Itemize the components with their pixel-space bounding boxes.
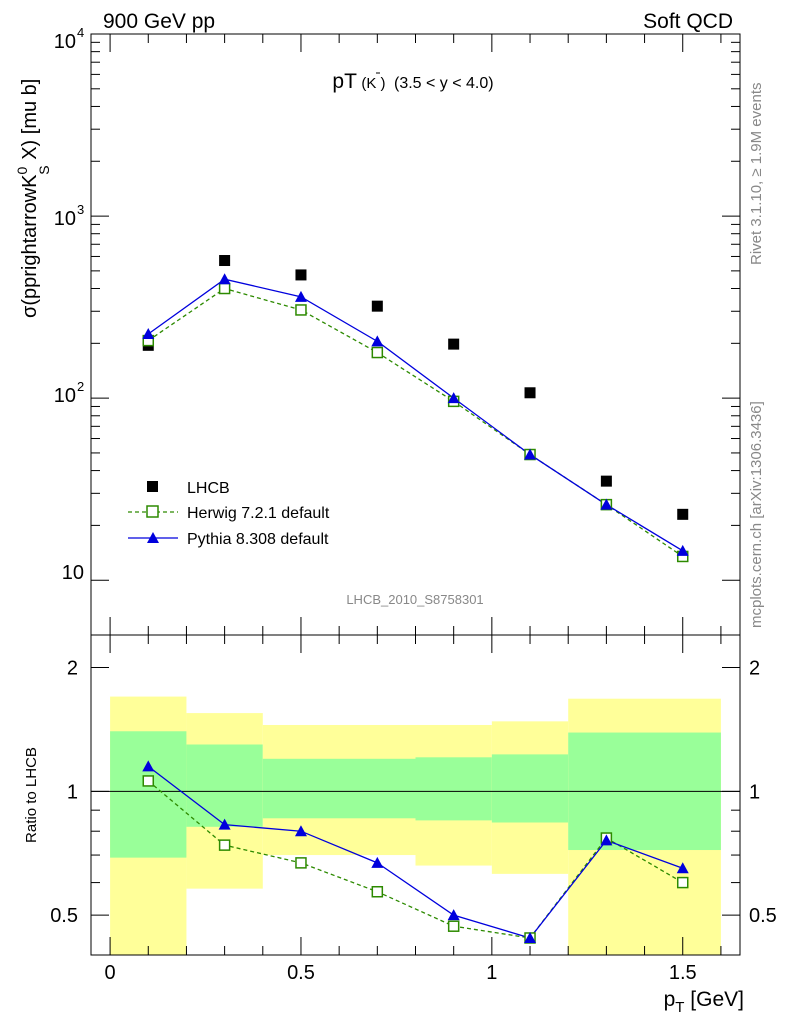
main-point-herwig xyxy=(371,346,384,359)
ratio-point-herwig xyxy=(295,857,307,869)
main-point-lhcb xyxy=(448,338,460,350)
title-main: pT xyxy=(332,70,357,93)
title-range: (3.5 < y < 4.0) xyxy=(394,75,494,92)
main-point-pythia xyxy=(524,448,537,460)
title-particle: (K ) xyxy=(361,75,385,92)
main-line-pythia xyxy=(147,278,684,552)
xtick-label: 1.5 xyxy=(669,962,697,984)
analysis-watermark: LHCB_2010_S8758301 xyxy=(346,592,483,607)
main-point-pythia xyxy=(294,290,307,302)
ytick-exp-10000: 4 xyxy=(77,25,84,40)
ratio-ytick-label-right: 0.5 xyxy=(749,905,777,927)
main-point-lhcb xyxy=(371,300,383,312)
main-point-pythia xyxy=(371,335,384,347)
ratio-ytick-label-left: 2 xyxy=(67,658,78,680)
ytick-base-10000: 10 xyxy=(54,31,76,53)
ytick-exp-100: 2 xyxy=(77,379,84,394)
ratio-point-pythia xyxy=(142,760,155,772)
legend-marker-pythia xyxy=(147,532,159,543)
ratio-band-inner xyxy=(415,757,492,821)
ratio-xlabel: pT [GeV] xyxy=(664,988,744,1016)
ratio-ytick-label-right: 1 xyxy=(749,781,760,803)
main-point-pythia xyxy=(218,273,231,285)
ratio-band-inner xyxy=(186,744,263,827)
ratio-point-pythia xyxy=(294,825,307,837)
main-ylabel: σ(pprightarrowK0 S X) [mu b] xyxy=(14,79,52,318)
ratio-point-pythia xyxy=(600,834,613,846)
main-point-pythia xyxy=(600,498,613,510)
ratio-plot-frame xyxy=(90,634,741,956)
main-axis-ticks xyxy=(91,33,740,635)
ratio-point-herwig xyxy=(371,885,384,898)
header-left: 900 GeV pp xyxy=(103,10,215,33)
main-title: pT (K ) (3.5 < y < 4.0) xyxy=(332,70,493,93)
ratio-ytick-label-right: 2 xyxy=(749,658,760,680)
legend-marker-herwig xyxy=(146,505,159,518)
main-point-lhcb xyxy=(677,508,689,520)
main-panel: pT (K ) (3.5 < y < 4.0) σ(pprightarrowK0… xyxy=(14,25,741,636)
ratio-point-pythia xyxy=(447,909,460,921)
ytick-base-1000: 10 xyxy=(54,208,76,230)
ratio-band-inner xyxy=(262,758,416,819)
ratio-ylabel: Ratio to LHCB xyxy=(23,747,40,843)
ratio-line-pythia xyxy=(147,765,683,939)
legend-marker-lhcb xyxy=(147,481,158,492)
xtick-label: 1 xyxy=(486,962,497,984)
ytick-base-100: 10 xyxy=(54,385,76,407)
xtick-label: 0.5 xyxy=(287,962,315,984)
ratio-point-pythia xyxy=(676,862,689,874)
ratio-band-inner xyxy=(491,754,569,823)
main-point-pythia xyxy=(676,544,689,556)
main-point-pythia xyxy=(142,328,155,340)
ratio-ytick-label-left: 0.5 xyxy=(50,905,78,927)
main-point-lhcb xyxy=(219,255,231,267)
main-point-pythia xyxy=(447,392,460,404)
mcplots-label: mcplots.cern.ch [arXiv:1306.3436] xyxy=(748,401,765,628)
ratio-ytick-label-left: 1 xyxy=(67,781,78,803)
legend-label-herwig: Herwig 7.2.1 default xyxy=(187,505,330,522)
main-point-herwig xyxy=(218,282,231,295)
ratio-point-pythia xyxy=(524,931,537,943)
ytick-exp-1000: 3 xyxy=(77,202,84,217)
ratio-line-herwig xyxy=(147,780,684,939)
legend: LHCB Herwig 7.2.1 default Pythia 8.308 d… xyxy=(128,480,330,548)
main-point-lhcb xyxy=(600,475,612,487)
rivet-version-label: Rivet 3.1.10, ≥ 1.9M events xyxy=(748,83,765,266)
legend-label-lhcb: LHCB xyxy=(187,480,230,497)
ratio-band-inner xyxy=(110,731,187,858)
ratio-point-herwig xyxy=(676,876,689,889)
main-ytick-label-10: 10 xyxy=(62,562,84,584)
xtick-label: 0 xyxy=(105,962,116,984)
main-ytick-label-10000: 10 4 xyxy=(54,25,84,53)
main-point-lhcb xyxy=(295,269,307,281)
main-ytick-label-100: 10 2 xyxy=(54,379,84,407)
ratio-point-herwig xyxy=(447,920,460,932)
header-right: Soft QCD xyxy=(643,10,733,33)
ratio-point-pythia xyxy=(371,856,384,868)
main-point-herwig xyxy=(295,304,307,316)
ytick-label-10: 10 xyxy=(62,562,84,584)
legend-label-pythia: Pythia 8.308 default xyxy=(187,531,329,548)
ratio-point-herwig xyxy=(142,775,155,787)
ratio-panel: Ratio to LHCB 0.5 0.5 1 1 2 2 0 0.5 1 1.5 pT [GeV… xyxy=(23,634,777,1016)
main-ytick-label-1000: 10 3 xyxy=(54,202,84,230)
ratio-point-herwig xyxy=(218,839,231,851)
main-point-lhcb xyxy=(524,387,536,399)
ratio-point-pythia xyxy=(218,818,231,830)
